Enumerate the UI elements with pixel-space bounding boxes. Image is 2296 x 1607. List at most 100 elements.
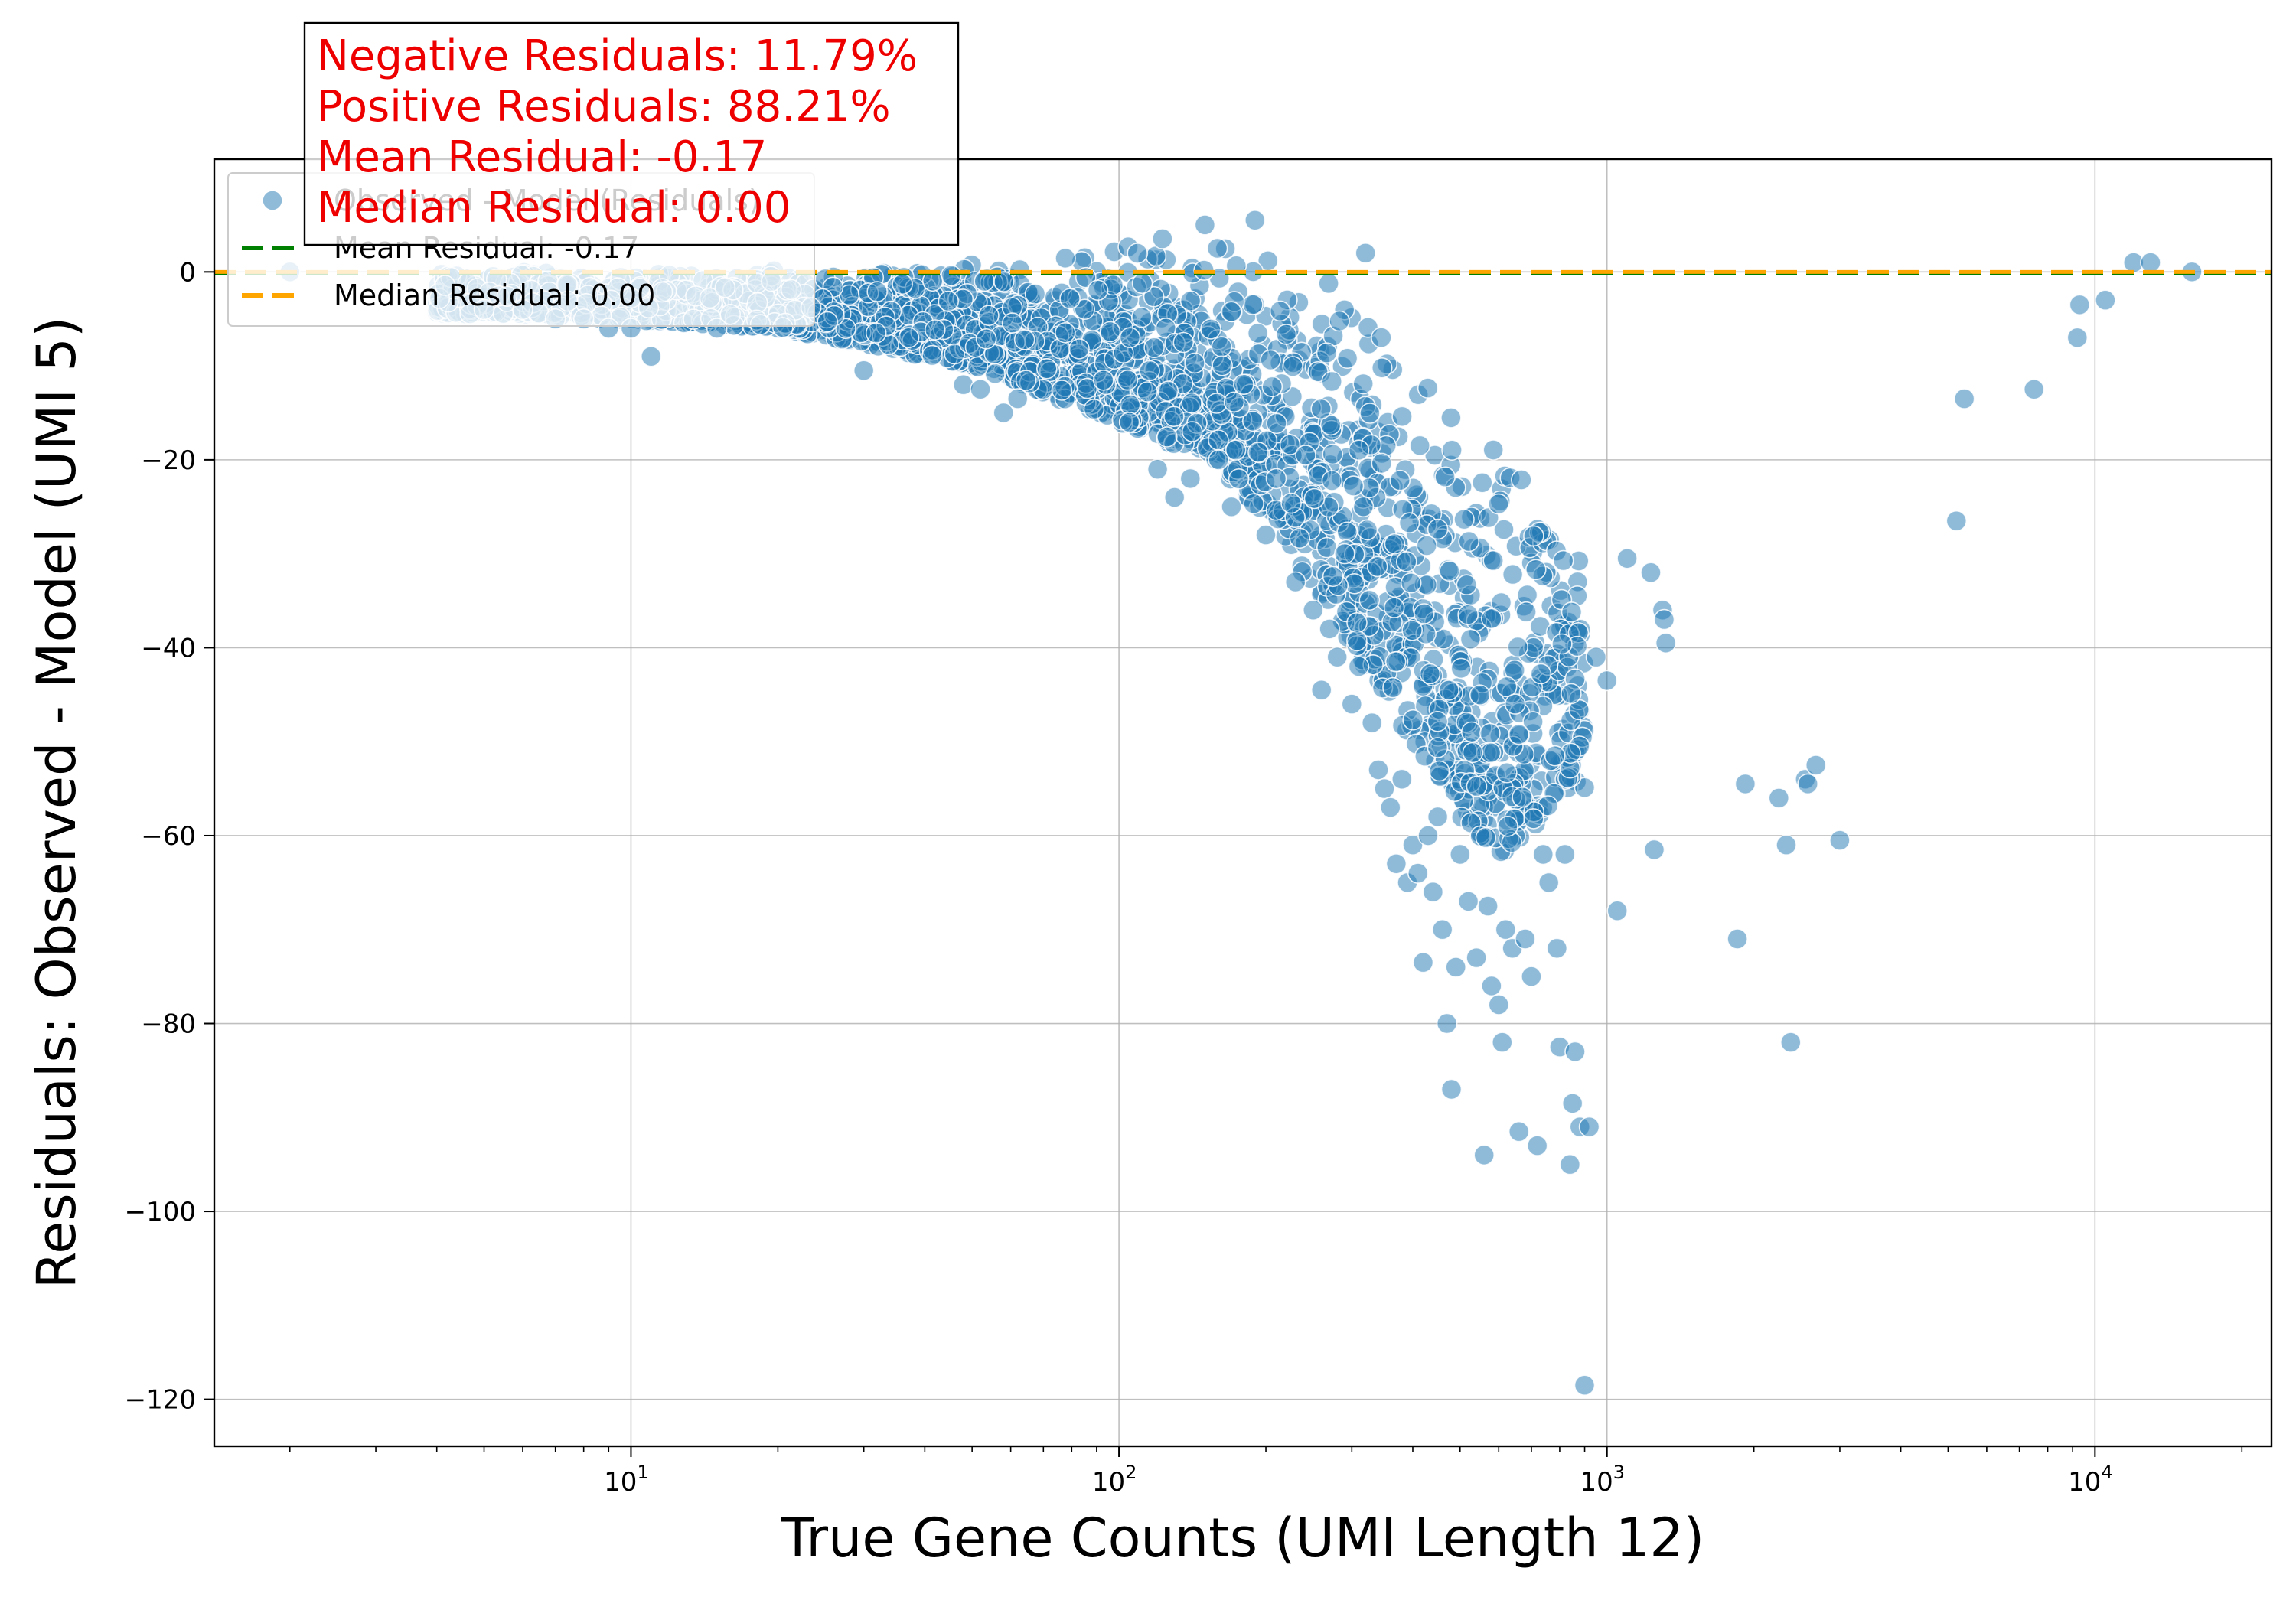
data-point xyxy=(1371,357,1393,379)
data-point xyxy=(1653,608,1675,631)
data-point xyxy=(1459,628,1482,650)
data-point xyxy=(1440,407,1462,429)
data-point xyxy=(1398,512,1420,534)
data-point xyxy=(1945,510,1968,532)
data-point xyxy=(1401,619,1423,641)
data-point xyxy=(2140,252,2161,273)
data-point xyxy=(892,273,913,295)
data-point xyxy=(1242,410,1264,432)
data-point xyxy=(817,311,838,333)
data-point xyxy=(1427,518,1449,540)
data-point xyxy=(1490,592,1512,614)
y-axis-ticks: 0 −20 −40 −60 −80 −100 −120 xyxy=(125,257,214,1416)
data-point xyxy=(1348,439,1370,461)
data-point xyxy=(1208,449,1229,471)
x-axis-title: True Gene Counts (UMI Length 12) xyxy=(781,1507,1704,1570)
stats-annotation-box: Negative Residuals: 11.79%Positive Resid… xyxy=(303,21,960,246)
data-point xyxy=(1242,294,1264,315)
data-point xyxy=(1559,1153,1581,1175)
data-point xyxy=(1436,1012,1458,1035)
data-point xyxy=(1093,369,1114,391)
data-point xyxy=(1776,834,1797,856)
data-point xyxy=(1734,773,1756,795)
data-point xyxy=(1525,559,1547,581)
grid-lines xyxy=(214,159,2272,1446)
data-point xyxy=(1261,376,1283,398)
data-point xyxy=(1544,745,1566,767)
data-point xyxy=(1384,533,1406,555)
data-point xyxy=(1492,1032,1513,1053)
data-point xyxy=(1523,808,1544,830)
data-point xyxy=(1295,445,1316,466)
data-point xyxy=(1374,777,1395,800)
plot-frame xyxy=(213,158,2273,1448)
data-point xyxy=(1346,630,1368,652)
data-point xyxy=(1006,388,1029,409)
data-point xyxy=(1131,272,1153,295)
data-point xyxy=(1336,521,1358,543)
data-point xyxy=(1466,947,1487,969)
data-point xyxy=(1265,468,1287,490)
data-point xyxy=(1640,562,1662,584)
stats-line: Mean Residual: -0.17 xyxy=(317,132,767,182)
data-point xyxy=(1346,611,1368,634)
data-point xyxy=(1532,843,1554,865)
data-point xyxy=(1402,834,1424,856)
data-point xyxy=(1616,547,1638,569)
data-point xyxy=(1119,327,1141,349)
y-tick-label: −60 xyxy=(141,821,196,852)
data-point xyxy=(1139,360,1160,382)
data-point xyxy=(1015,370,1037,391)
data-point xyxy=(1342,475,1365,497)
data-point xyxy=(1143,337,1165,359)
data-point xyxy=(1561,601,1583,623)
data-point xyxy=(1412,951,1434,973)
data-point xyxy=(1211,336,1232,357)
data-point xyxy=(1450,843,1471,865)
data-point xyxy=(1438,680,1459,701)
data-point xyxy=(1445,957,1466,978)
data-point xyxy=(1074,298,1095,321)
data-point xyxy=(1368,759,1389,781)
data-point xyxy=(1479,742,1502,764)
y-axis-title: Residuals: Observed - Model (UMI 5) xyxy=(25,317,88,1289)
data-point xyxy=(1200,318,1221,340)
data-point xyxy=(1417,825,1439,846)
data-point xyxy=(1355,242,1376,264)
data-point xyxy=(1482,439,1504,461)
data-point xyxy=(1384,650,1407,673)
data-point xyxy=(1780,1032,1802,1053)
data-point xyxy=(1146,458,1169,481)
data-point xyxy=(1118,411,1140,433)
data-point xyxy=(2069,294,2091,316)
data-point xyxy=(1521,966,1542,987)
data-point xyxy=(1352,373,1374,395)
data-point xyxy=(1523,525,1544,547)
data-point xyxy=(640,345,662,367)
data-point xyxy=(1334,543,1355,565)
data-point xyxy=(938,290,959,312)
data-point xyxy=(1488,493,1509,515)
data-point xyxy=(1554,843,1576,865)
data-point xyxy=(925,319,946,341)
data-point xyxy=(1461,721,1482,743)
data-point xyxy=(1472,471,1493,494)
data-point xyxy=(1453,508,1475,530)
y-tick-label: −120 xyxy=(125,1385,196,1416)
data-point xyxy=(898,327,920,349)
data-point xyxy=(944,343,965,365)
data-point xyxy=(1511,469,1532,491)
data-point xyxy=(1552,549,1574,572)
data-point xyxy=(1260,349,1281,371)
data-point xyxy=(1099,321,1121,343)
x-axis-ticks: 101 102 103 104 xyxy=(289,1446,2243,1498)
data-point xyxy=(1585,646,1607,668)
data-point xyxy=(1457,604,1479,625)
data-point xyxy=(1481,608,1502,630)
data-point xyxy=(921,344,943,367)
data-point xyxy=(1356,519,1378,541)
data-point xyxy=(1303,599,1324,621)
data-point xyxy=(1508,1120,1530,1143)
data-point xyxy=(1561,1093,1583,1114)
